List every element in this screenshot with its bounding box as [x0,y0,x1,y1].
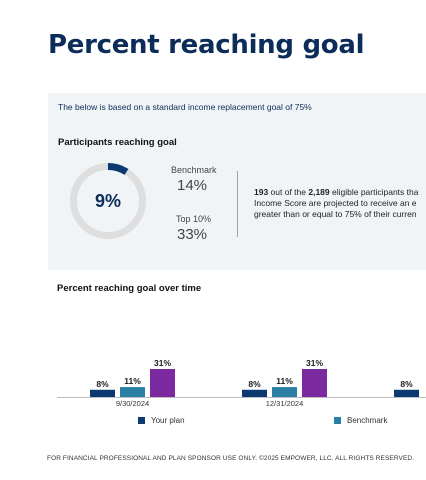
desc-text: eligible participants tha [329,187,419,197]
x-tick-label: 12/31/2024 [266,399,304,408]
bar-top-10- [302,369,327,397]
divider [237,171,238,237]
legend-label: Your plan [151,416,185,425]
data-label: 8% [248,379,261,389]
donut-chart [70,163,146,239]
bar-benchmark [272,387,297,397]
eligible-count: 193 [254,187,269,197]
benchmark-value: 14% [177,177,208,194]
data-label: 8% [400,379,413,389]
donut-progress-arc [70,163,146,239]
legend-label: Benchmark [347,416,388,425]
data-label: 11% [124,376,141,386]
desc-line: greater than or equal to 75% of their cu… [254,209,417,219]
footer-disclaimer: FOR FINANCIAL PROFESSIONAL AND PLAN SPON… [47,455,415,462]
goal-intro-text: The below is based on a standard income … [58,102,312,112]
bar-your-plan [242,389,267,397]
eligible-total: 2,189 [308,187,330,197]
desc-text: out of the [268,187,309,197]
bar-top-10- [150,369,175,397]
benchmark-label: Benchmark [171,165,217,175]
bar-your-plan [90,389,115,397]
summary-panel: The below is based on a standard income … [48,93,426,270]
bar-your-plan [394,389,419,397]
page-title: Percent reaching goal [48,30,365,60]
legend-your-plan: Your plan [138,416,185,425]
donut-value: 9% [94,190,121,211]
legend-swatch [334,417,341,424]
legend-benchmark: Benchmark [334,416,387,425]
participants-heading: Participants reaching goal [58,137,177,148]
top10-label: Top 10% [176,214,212,224]
data-label: 11% [276,376,293,386]
bar-benchmark [120,387,145,397]
legend-swatch [138,417,145,424]
data-label: 31% [306,358,323,368]
chart-title: Percent reaching goal over time [57,283,202,294]
participants-description: 193 out of the 2,189 eligible participan… [254,187,418,220]
top10-value: 33% [177,226,208,243]
data-label: 31% [154,358,171,368]
data-label: 8% [96,379,109,389]
desc-line: Income Score are projected to receive an… [254,198,417,208]
x-tick-label: 9/30/2024 [116,399,149,408]
